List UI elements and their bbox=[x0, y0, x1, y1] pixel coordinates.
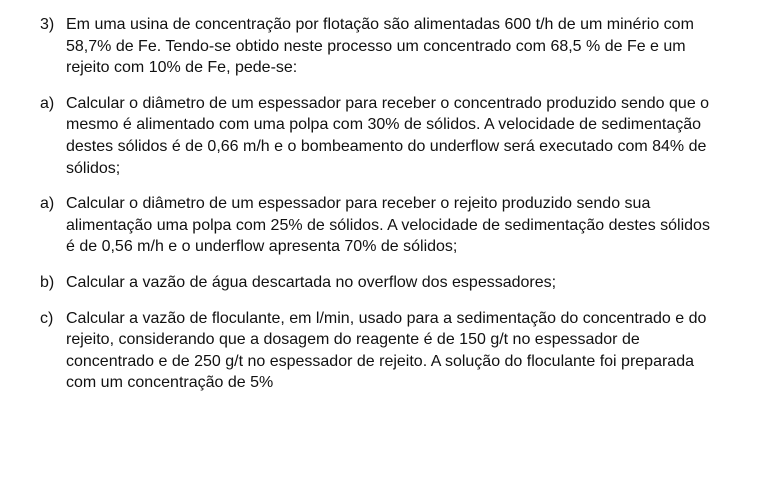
item-text: Calcular o diâmetro de um espessador par… bbox=[66, 193, 717, 258]
item-text: Calcular o diâmetro de um espessador par… bbox=[66, 93, 717, 179]
question-number: 3) bbox=[40, 14, 66, 79]
item-label: a) bbox=[40, 93, 66, 179]
item-text: Calcular a vazão de água descartada no o… bbox=[66, 272, 717, 294]
item-text: Calcular a vazão de floculante, em l/min… bbox=[66, 308, 717, 394]
item-text-inner: Calcular a vazão de floculante, em l/min… bbox=[66, 310, 706, 392]
item-label: b) bbox=[40, 272, 66, 294]
question-block: 3) Em uma usina de concentração por flot… bbox=[40, 14, 717, 79]
item-label: c) bbox=[40, 308, 66, 394]
item-label: a) bbox=[40, 193, 66, 258]
list-item: a) Calcular o diâmetro de um espessador … bbox=[40, 93, 717, 179]
list-item: a) Calcular o diâmetro de um espessador … bbox=[40, 193, 717, 258]
question-text: Em uma usina de concentração por flotaçã… bbox=[66, 14, 717, 79]
exercise-page: 3) Em uma usina de concentração por flot… bbox=[0, 0, 757, 394]
list-item: c) Calcular a vazão de floculante, em l/… bbox=[40, 308, 717, 394]
list-item: b) Calcular a vazão de água descartada n… bbox=[40, 272, 717, 294]
